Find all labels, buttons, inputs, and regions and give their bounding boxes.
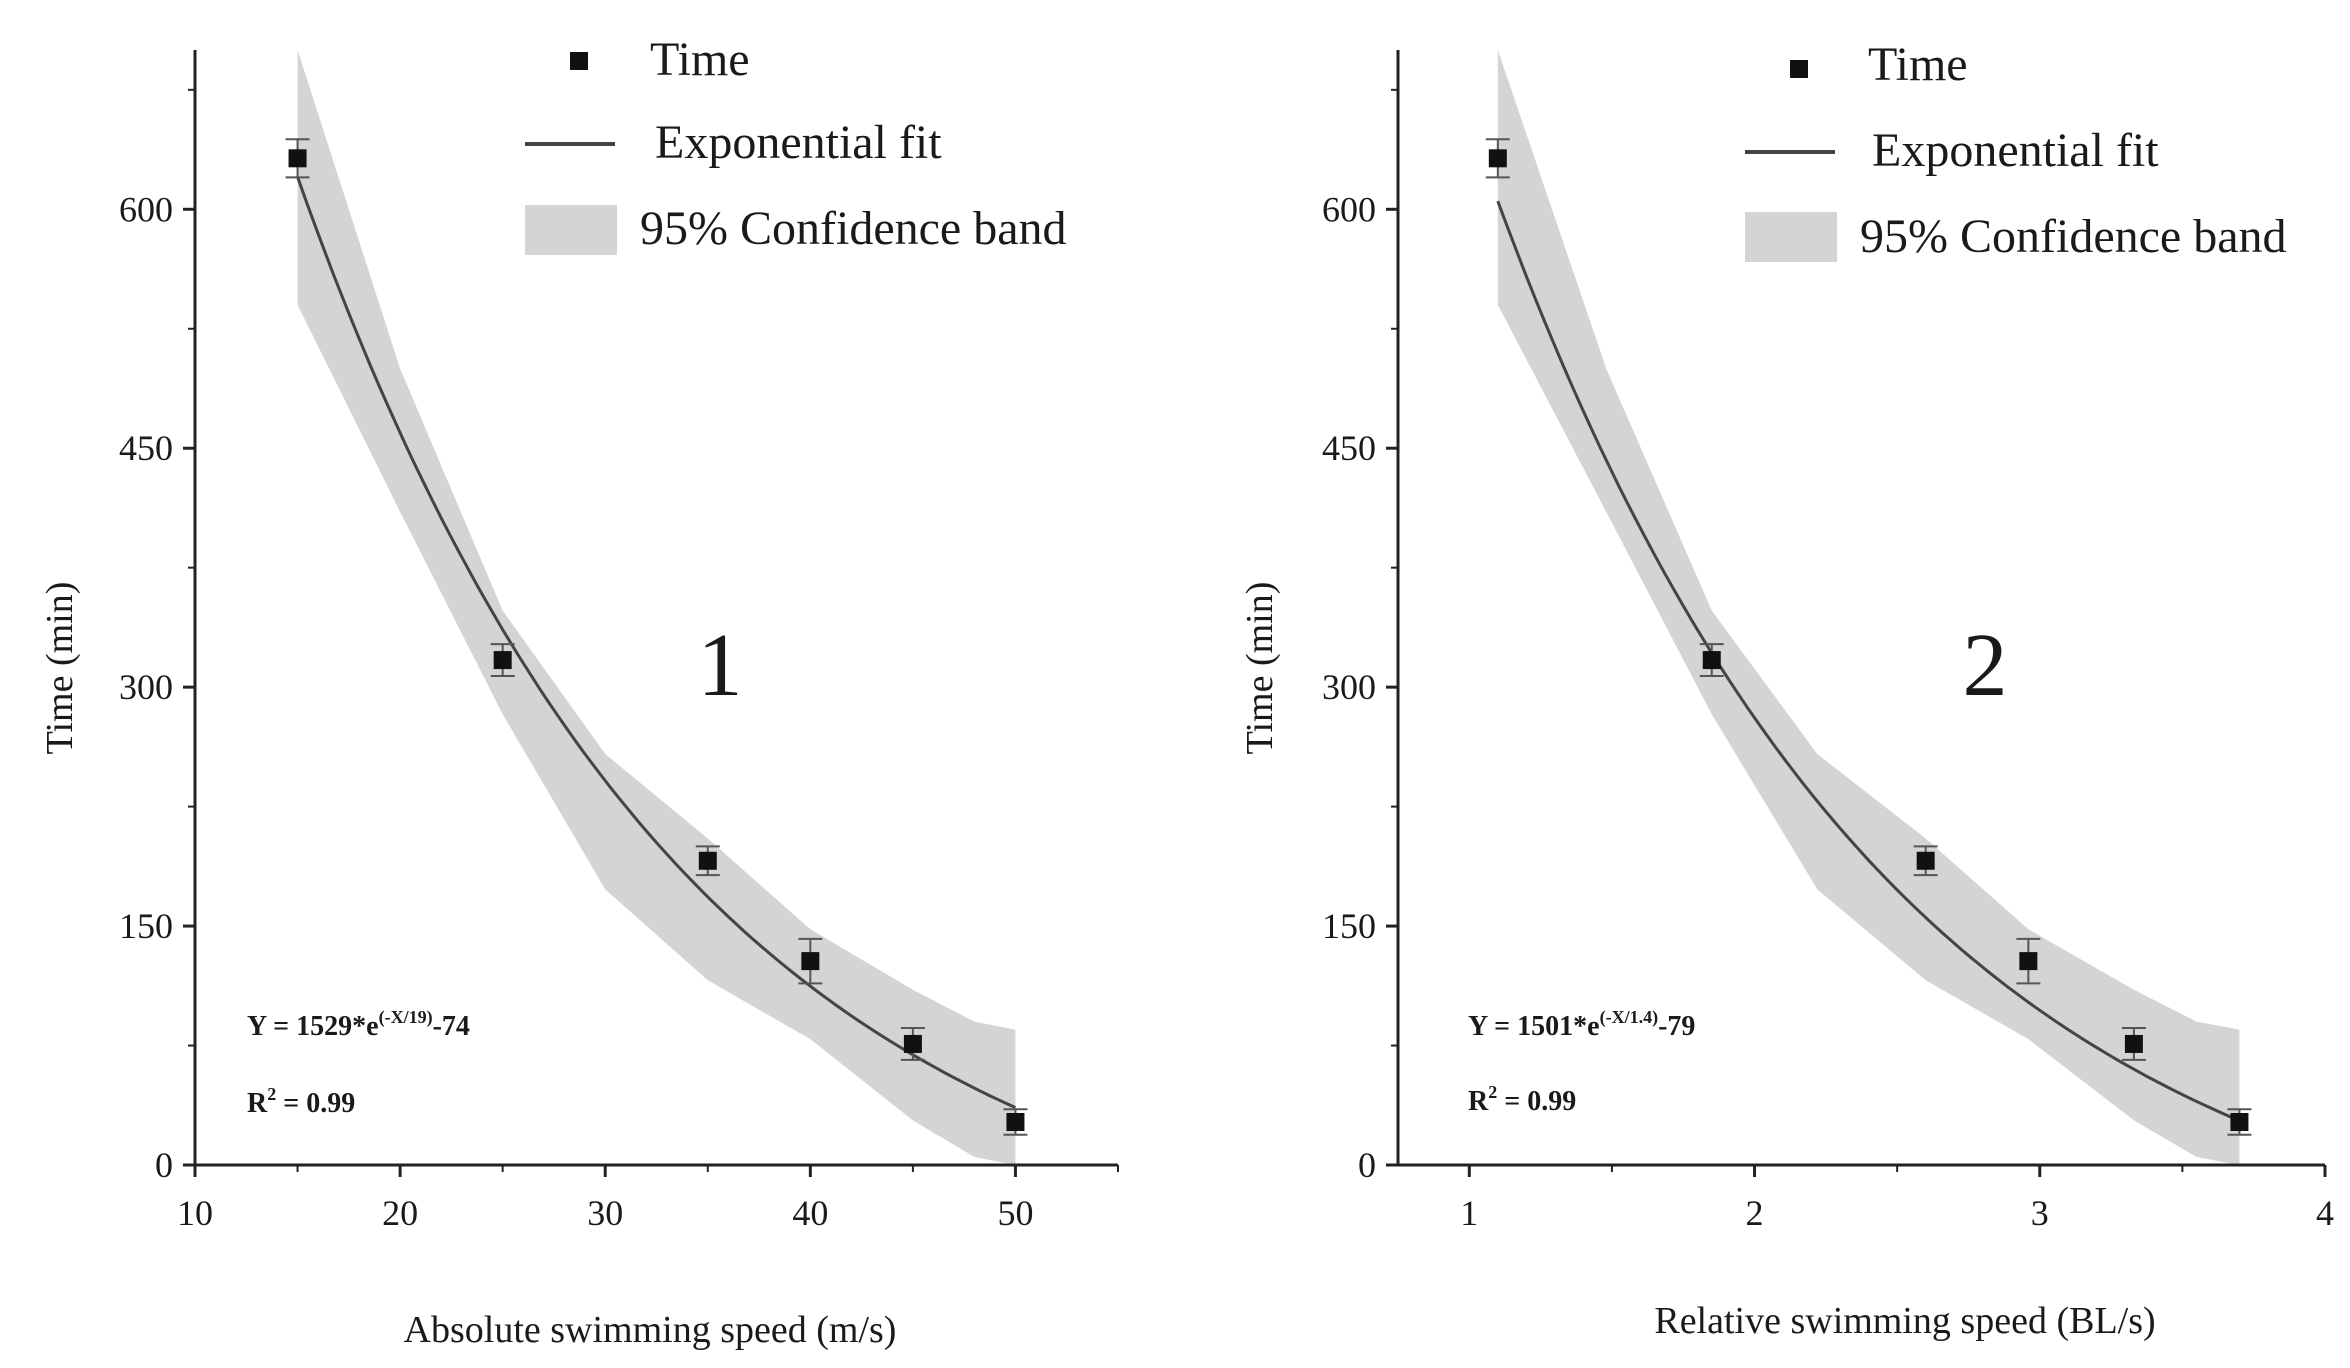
- confidence-band: [1497, 50, 2240, 1165]
- legend-label-band: 95% Confidence band: [1860, 210, 2287, 263]
- fit-line: [1496, 200, 2240, 1123]
- legend-label-band: 95% Confidence band: [640, 202, 1067, 255]
- fit-equation-main: Y = 1529*e: [247, 1011, 379, 1042]
- r-squared-sup: 2: [1488, 1082, 1497, 1102]
- r-squared-value: = 0.99: [1497, 1086, 1576, 1117]
- x-tick-label: 50: [997, 1193, 1033, 1233]
- data-point: [801, 952, 820, 971]
- y-tick-label: 600: [1322, 189, 1376, 229]
- legend-marker-swatch: [570, 52, 588, 70]
- r-squared-label: R2 = 0.99: [247, 1084, 355, 1119]
- panel-number-label: 2: [1963, 616, 2008, 715]
- data-point: [1702, 651, 1721, 670]
- r-squared-sup: 2: [267, 1084, 276, 1104]
- x-tick-label: 1: [1460, 1193, 1478, 1233]
- y-tick-label: 300: [119, 667, 173, 707]
- fit-equation-tail: -79: [1658, 1011, 1695, 1042]
- y-tick-label: 0: [1358, 1145, 1376, 1185]
- legend-label-fit: Exponential fit: [655, 116, 942, 169]
- x-tick-label: 40: [792, 1193, 828, 1233]
- x-axis-label: Absolute swimming speed (m/s): [404, 1309, 897, 1351]
- x-axis-label: Relative swimming speed (BL/s): [1654, 1300, 2155, 1342]
- y-tick-label: 0: [155, 1145, 173, 1185]
- chart-panel-2: 0 150 300 450 600 1 2 3 4 Relative swimming spee…: [1239, 38, 2334, 1342]
- x-tick-label: 2: [1746, 1193, 1764, 1233]
- chart-panel-1: 0 150 300 450 600 10 20 30 40 50 Absolute swimmin…: [39, 33, 1119, 1351]
- r-squared-label: R2 = 0.99: [1468, 1082, 1576, 1117]
- x-tick-label: 10: [177, 1193, 213, 1233]
- data-point: [1916, 851, 1935, 870]
- r-squared-prefix: R: [247, 1088, 268, 1119]
- data-point: [2124, 1034, 2143, 1053]
- x-tick-label: 3: [2031, 1193, 2049, 1233]
- data-point: [288, 149, 307, 168]
- data-point: [698, 851, 717, 870]
- legend-band-swatch: [525, 205, 617, 255]
- data-point: [903, 1034, 922, 1053]
- data-point: [2230, 1112, 2249, 1131]
- legend-label-time: Time: [650, 33, 750, 86]
- r-squared-value: = 0.99: [276, 1088, 355, 1119]
- legend: Time Exponential fit 95% Confidence band: [525, 33, 1067, 255]
- x-tick-label: 30: [587, 1193, 623, 1233]
- y-tick-label: 450: [119, 428, 173, 468]
- y-tick-label: 600: [119, 189, 173, 229]
- data-point: [1488, 149, 1507, 168]
- x-tick-label: 20: [382, 1193, 418, 1233]
- data-point: [2019, 952, 2038, 971]
- data-point: [1006, 1112, 1025, 1131]
- fit-equation-exponent: (-X/19): [379, 1007, 433, 1028]
- data-point: [493, 651, 512, 670]
- fit-equation-exponent: (-X/1.4): [1600, 1007, 1658, 1028]
- legend-label-fit: Exponential fit: [1872, 124, 2159, 177]
- fit-line: [296, 176, 1017, 1109]
- fit-equation: Y = 1529*e(-X/19)-74: [247, 1007, 470, 1042]
- y-tick-label: 150: [119, 906, 173, 946]
- fit-equation-main: Y = 1501*e: [1468, 1011, 1600, 1042]
- legend-band-swatch: [1745, 212, 1837, 262]
- y-axis-label: Time (min): [1239, 582, 1281, 755]
- y-axis-label: Time (min): [39, 582, 81, 755]
- legend-label-time: Time: [1868, 38, 1968, 91]
- confidence-band: [297, 50, 1016, 1165]
- panel-number-label: 1: [698, 616, 743, 715]
- legend: Time Exponential fit 95% Confidence band: [1745, 38, 2287, 263]
- fit-equation-tail: -74: [433, 1011, 470, 1042]
- r-squared-prefix: R: [1468, 1086, 1489, 1117]
- y-tick-label: 450: [1322, 428, 1376, 468]
- y-tick-label: 300: [1322, 667, 1376, 707]
- fit-equation: Y = 1501*e(-X/1.4)-79: [1468, 1007, 1695, 1042]
- y-tick-label: 150: [1322, 906, 1376, 946]
- legend-marker-swatch: [1790, 60, 1808, 78]
- x-tick-label: 4: [2316, 1193, 2334, 1233]
